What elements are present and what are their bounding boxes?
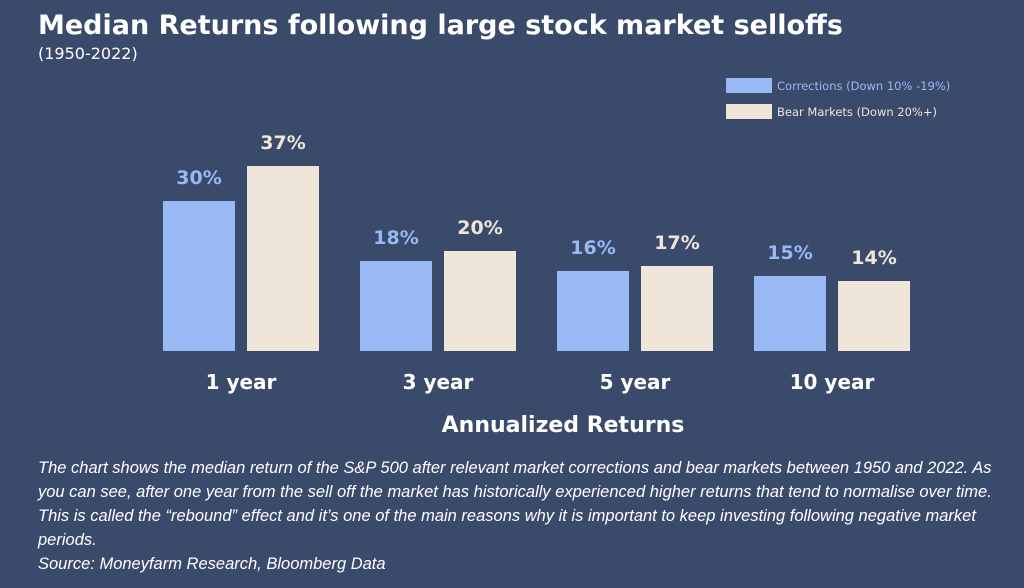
value-label-1-year-series-2: 37% (260, 132, 305, 154)
bar-3-year-series-1 (360, 261, 432, 351)
value-label-10-year-series-1: 15% (767, 242, 812, 264)
bar-3-year-series-2 (444, 251, 516, 351)
legend-swatch-series-2 (726, 104, 772, 119)
category-label-5-year: 5 year (600, 370, 671, 394)
legend-label-series-1: Corrections (Down 10% -19%) (777, 79, 950, 93)
bar-10-year-series-1 (754, 276, 826, 351)
value-labels: 30% 37% 18% 20% 16% 17% 15% 14% (176, 132, 896, 269)
legend: Corrections (Down 10% -19%) Bear Markets … (726, 78, 950, 119)
bar-5-year-series-2 (641, 266, 713, 351)
category-label-3-year: 3 year (403, 370, 474, 394)
bar-5-year-series-1 (557, 271, 629, 351)
x-axis-title: Annualized Returns (442, 413, 685, 438)
value-label-1-year-series-1: 30% (176, 167, 221, 189)
value-label-3-year-series-2: 20% (457, 217, 502, 239)
caption-source: Source: Moneyfarm Research, Bloomberg Da… (38, 555, 386, 573)
bar-chart: Corrections (Down 10% -19%) Bear Markets … (163, 78, 950, 438)
bar-10-year-series-2 (838, 281, 910, 351)
chart-subtitle: (1950-2022) (38, 44, 138, 63)
caption-text: The chart shows the median return of the… (38, 459, 992, 549)
value-label-5-year-series-2: 17% (654, 232, 699, 254)
value-label-5-year-series-1: 16% (570, 237, 615, 259)
category-label-10-year: 10 year (790, 370, 875, 394)
legend-swatch-series-1 (726, 78, 772, 93)
bar-1-year-series-1 (163, 201, 235, 351)
legend-label-series-2: Bear Markets (Down 20%+) (777, 105, 937, 119)
chart-title: Median Returns following large stock mar… (38, 10, 843, 41)
value-label-3-year-series-1: 18% (373, 227, 418, 249)
bar-group (163, 166, 910, 351)
value-label-10-year-series-2: 14% (851, 247, 896, 269)
bar-1-year-series-2 (247, 166, 319, 351)
chart-caption: The chart shows the median return of the… (38, 456, 998, 576)
category-label-1-year: 1 year (206, 370, 277, 394)
category-labels: 1 year 3 year 5 year 10 year (206, 370, 875, 394)
